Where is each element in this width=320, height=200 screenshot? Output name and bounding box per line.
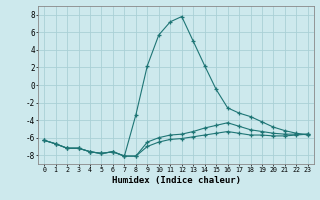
X-axis label: Humidex (Indice chaleur): Humidex (Indice chaleur) (111, 176, 241, 185)
